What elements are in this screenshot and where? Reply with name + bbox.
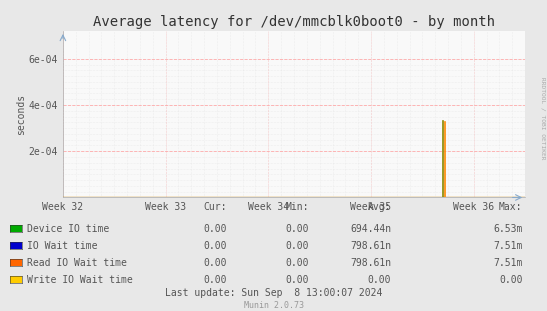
Text: 0.00: 0.00	[286, 258, 309, 268]
Text: 0.00: 0.00	[286, 224, 309, 234]
Text: 0.00: 0.00	[368, 275, 391, 285]
Text: Write IO Wait time: Write IO Wait time	[27, 275, 133, 285]
Text: 798.61n: 798.61n	[350, 258, 391, 268]
Text: 0.00: 0.00	[203, 258, 227, 268]
Text: Max:: Max:	[499, 202, 522, 212]
Text: Cur:: Cur:	[203, 202, 227, 212]
Text: 0.00: 0.00	[286, 241, 309, 251]
Text: 0.00: 0.00	[286, 275, 309, 285]
Text: Avg:: Avg:	[368, 202, 391, 212]
Text: 798.61n: 798.61n	[350, 241, 391, 251]
Y-axis label: seconds: seconds	[16, 94, 26, 135]
Text: 694.44n: 694.44n	[350, 224, 391, 234]
Text: Min:: Min:	[286, 202, 309, 212]
Text: 7.51m: 7.51m	[493, 258, 522, 268]
Text: 0.00: 0.00	[203, 241, 227, 251]
Text: 0.00: 0.00	[203, 275, 227, 285]
Text: 0.00: 0.00	[499, 275, 522, 285]
Text: 0.00: 0.00	[203, 224, 227, 234]
Text: RRDTOOL / TOBI OETIKER: RRDTOOL / TOBI OETIKER	[540, 77, 546, 160]
Text: Last update: Sun Sep  8 13:00:07 2024: Last update: Sun Sep 8 13:00:07 2024	[165, 288, 382, 298]
Text: 7.51m: 7.51m	[493, 241, 522, 251]
Text: 6.53m: 6.53m	[493, 224, 522, 234]
Text: Device IO time: Device IO time	[27, 224, 109, 234]
Title: Average latency for /dev/mmcblk0boot0 - by month: Average latency for /dev/mmcblk0boot0 - …	[93, 15, 495, 29]
Text: Read IO Wait time: Read IO Wait time	[27, 258, 127, 268]
Text: Munin 2.0.73: Munin 2.0.73	[243, 301, 304, 310]
Text: IO Wait time: IO Wait time	[27, 241, 98, 251]
